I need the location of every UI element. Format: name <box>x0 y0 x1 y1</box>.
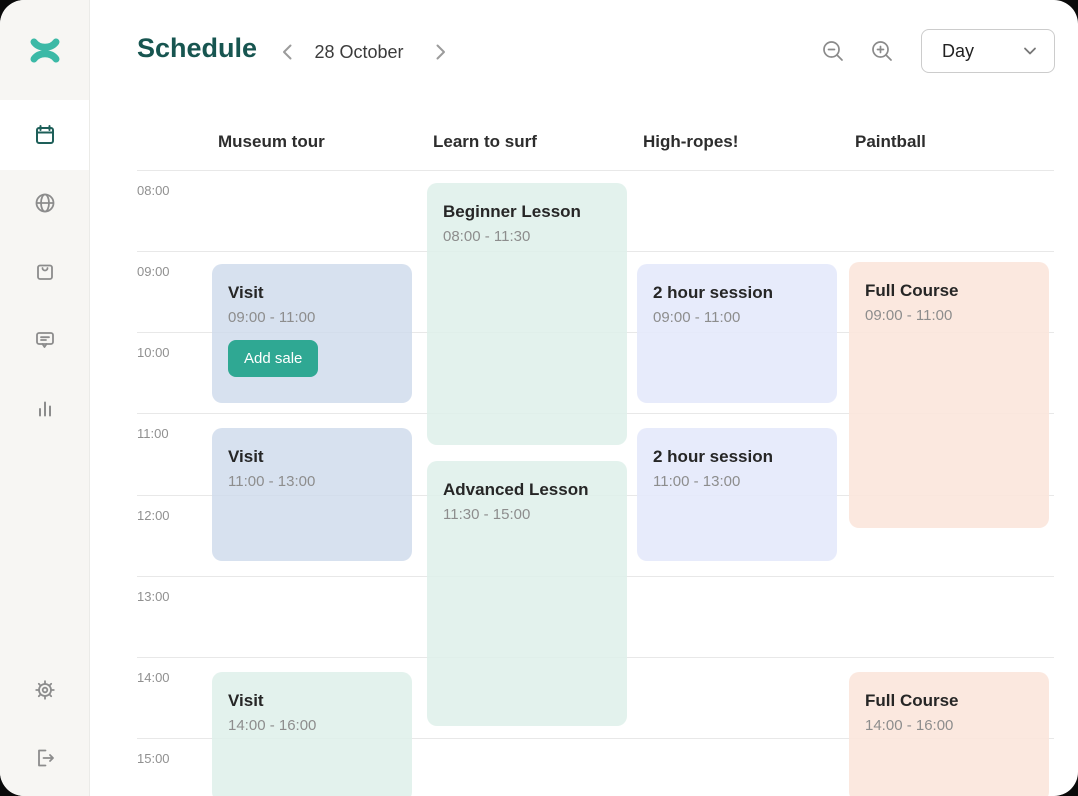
event-time: 11:00 - 13:00 <box>228 473 316 490</box>
event-title: Beginner Lesson <box>443 202 581 221</box>
event-card[interactable]: Visit 09:00 - 11:00 Add sale <box>212 264 412 403</box>
view-selector-dropdown[interactable]: Day <box>921 29 1055 73</box>
event-time: 09:00 - 11:00 <box>653 309 741 326</box>
event-title: 2 hour session <box>653 283 773 302</box>
time-label: 08:00 <box>137 183 170 198</box>
zoom-out-icon <box>823 41 843 61</box>
event-time: 14:00 - 16:00 <box>228 717 317 734</box>
logo[interactable] <box>27 32 63 68</box>
settings-icon <box>35 680 55 700</box>
sidebar-item-schedule[interactable] <box>33 123 57 147</box>
event-card[interactable]: Full Course 14:00 - 16:00 <box>849 672 1049 796</box>
logo-icon <box>30 38 60 63</box>
sidebar-item-settings[interactable] <box>33 678 57 702</box>
active-nav-highlight <box>0 100 89 170</box>
event-title: 2 hour session <box>653 447 773 466</box>
sidebar-item-shop[interactable] <box>33 259 57 283</box>
column-header: Learn to surf <box>433 132 537 151</box>
time-label: 11:00 <box>137 426 169 441</box>
hour-gridline <box>137 170 1054 171</box>
event-card[interactable]: Beginner Lesson 08:00 - 11:30 <box>427 183 627 445</box>
zoom-in-button[interactable] <box>869 38 895 64</box>
bar-chart-icon <box>39 401 51 417</box>
event-time: 11:00 - 13:00 <box>653 473 741 490</box>
zoom-out-button[interactable] <box>820 38 846 64</box>
time-label: 10:00 <box>137 345 170 360</box>
event-title: Full Course <box>865 691 959 710</box>
current-date: 28 October <box>314 42 404 62</box>
shopping-bag-icon <box>37 264 53 280</box>
event-card[interactable]: Advanced Lesson 11:30 - 15:00 <box>427 461 627 726</box>
chevron-right-icon <box>436 44 445 60</box>
event-card[interactable]: 2 hour session 09:00 - 11:00 <box>637 264 837 403</box>
event-card[interactable]: Visit 14:00 - 16:00 <box>212 672 412 796</box>
event-title: Visit <box>228 283 264 302</box>
add-sale-button[interactable]: Add sale <box>228 340 319 377</box>
chat-icon <box>36 332 54 348</box>
chevron-left-icon <box>283 44 292 60</box>
zoom-in-icon <box>872 41 892 61</box>
event-card[interactable]: Full Course 09:00 - 11:00 <box>849 262 1049 528</box>
event-time: 11:30 - 15:00 <box>443 506 531 523</box>
next-day-button[interactable] <box>429 41 451 63</box>
time-label: 09:00 <box>137 264 170 279</box>
column-header: High-ropes! <box>643 132 739 151</box>
prev-day-button[interactable] <box>277 41 299 63</box>
event-card[interactable]: Visit 11:00 - 13:00 <box>212 428 412 561</box>
sidebar-item-messages[interactable] <box>33 328 57 352</box>
event-card[interactable]: 2 hour session 11:00 - 13:00 <box>637 428 837 561</box>
event-title: Full Course <box>865 281 959 300</box>
event-time: 08:00 - 11:30 <box>443 228 531 245</box>
logout-icon <box>38 749 54 767</box>
sidebar-item-reports[interactable] <box>33 396 57 420</box>
event-time: 09:00 - 11:00 <box>865 307 953 324</box>
time-label: 15:00 <box>137 751 170 766</box>
column-header: Paintball <box>855 132 926 151</box>
chevron-down-icon <box>1024 47 1036 55</box>
event-time: 09:00 - 11:00 <box>228 309 316 326</box>
time-label: 13:00 <box>137 589 170 604</box>
time-label: 12:00 <box>137 508 170 523</box>
sidebar <box>0 0 90 796</box>
event-title: Visit <box>228 447 264 466</box>
globe-icon <box>35 193 55 213</box>
event-title: Visit <box>228 691 264 710</box>
calendar-icon <box>36 125 54 144</box>
event-title: Advanced Lesson <box>443 480 589 499</box>
column-header: Museum tour <box>218 132 325 151</box>
view-selector-value: Day <box>942 40 975 61</box>
hour-gridline <box>137 738 1054 739</box>
sidebar-item-globe[interactable] <box>33 191 57 215</box>
event-time: 14:00 - 16:00 <box>865 717 954 734</box>
page-title: Schedule <box>137 33 258 63</box>
sidebar-item-logout[interactable] <box>33 746 57 770</box>
time-label: 14:00 <box>137 670 170 685</box>
